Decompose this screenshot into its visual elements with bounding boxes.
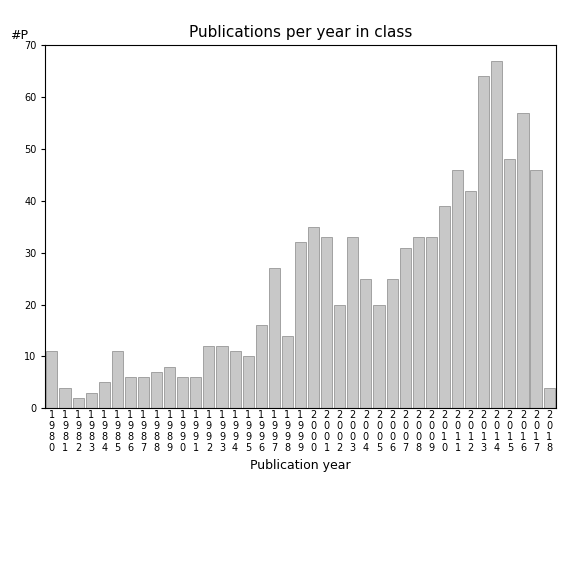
Bar <box>230 351 240 408</box>
Bar <box>321 237 332 408</box>
Bar <box>191 377 201 408</box>
Bar <box>151 372 162 408</box>
Bar <box>217 346 227 408</box>
Bar <box>361 278 371 408</box>
Bar <box>46 351 57 408</box>
Text: #P: #P <box>10 29 28 42</box>
Bar <box>138 377 149 408</box>
Bar <box>86 393 97 408</box>
Bar <box>374 304 384 408</box>
Bar <box>164 367 175 408</box>
Bar <box>504 159 515 408</box>
X-axis label: Publication year: Publication year <box>250 459 351 472</box>
Bar <box>400 248 411 408</box>
Bar <box>531 170 541 408</box>
Bar <box>334 304 345 408</box>
Bar <box>452 170 463 408</box>
Bar <box>387 278 397 408</box>
Bar <box>60 387 70 408</box>
Bar <box>308 227 319 408</box>
Bar <box>112 351 123 408</box>
Bar <box>517 113 528 408</box>
Bar <box>282 336 293 408</box>
Title: Publications per year in class: Publications per year in class <box>189 25 412 40</box>
Bar <box>413 237 424 408</box>
Bar <box>204 346 214 408</box>
Bar <box>544 387 555 408</box>
Bar <box>465 191 476 408</box>
Bar <box>439 206 450 408</box>
Bar <box>177 377 188 408</box>
Bar <box>99 382 110 408</box>
Bar <box>256 325 267 408</box>
Bar <box>491 61 502 408</box>
Bar <box>426 237 437 408</box>
Bar <box>73 398 83 408</box>
Bar <box>295 242 306 408</box>
Bar <box>347 237 358 408</box>
Bar <box>243 357 253 408</box>
Bar <box>269 268 280 408</box>
Bar <box>125 377 136 408</box>
Bar <box>478 77 489 408</box>
